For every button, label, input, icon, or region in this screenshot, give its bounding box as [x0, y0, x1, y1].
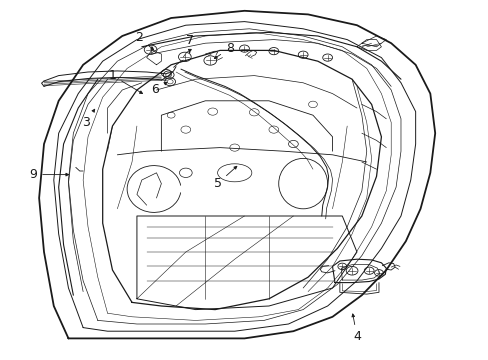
Text: 1: 1 — [108, 69, 142, 94]
Text: 6: 6 — [151, 82, 167, 96]
Text: 7: 7 — [185, 34, 193, 53]
Text: 3: 3 — [81, 109, 95, 129]
Text: 5: 5 — [213, 166, 236, 190]
Text: 2: 2 — [135, 31, 153, 50]
Text: 4: 4 — [351, 314, 360, 343]
Text: 9: 9 — [29, 168, 68, 181]
Text: 8: 8 — [214, 42, 233, 58]
